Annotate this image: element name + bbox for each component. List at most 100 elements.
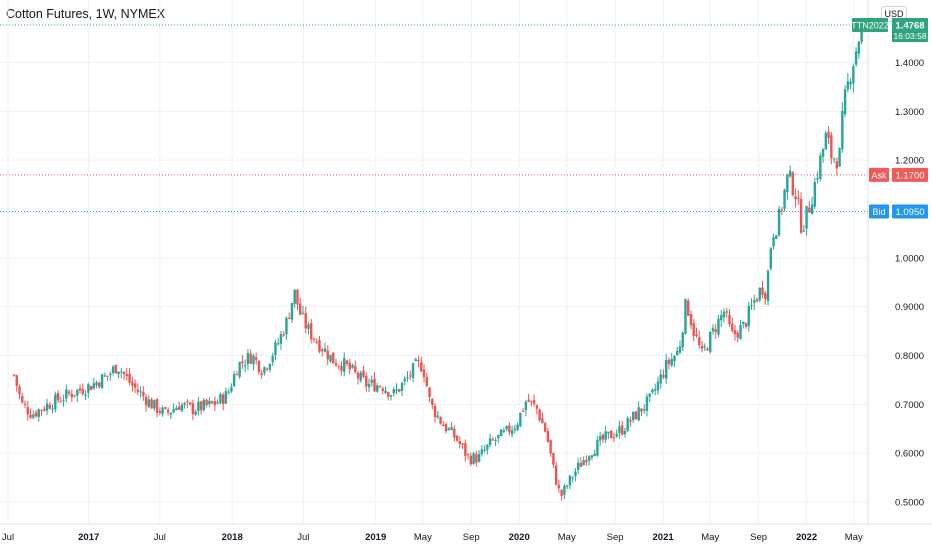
candle-body bbox=[136, 389, 140, 392]
candle-body bbox=[472, 453, 475, 464]
candle-body bbox=[249, 353, 252, 364]
time-tick-label: Sep bbox=[750, 532, 767, 543]
candle-body bbox=[527, 399, 530, 402]
candle-body bbox=[794, 196, 797, 200]
price-tick-label: 1.2000 bbox=[895, 156, 924, 167]
price-tick-label: 1.4000 bbox=[895, 58, 924, 69]
candle-body bbox=[700, 345, 704, 349]
candle-body bbox=[166, 409, 170, 413]
candle-body bbox=[634, 411, 638, 420]
candle-body bbox=[144, 396, 148, 406]
candle-body bbox=[461, 443, 464, 445]
candle-body bbox=[604, 431, 607, 440]
candle-body bbox=[637, 407, 640, 421]
candle-body bbox=[832, 158, 836, 160]
candle-body bbox=[764, 293, 767, 300]
candle-body bbox=[199, 401, 203, 411]
candle-body bbox=[263, 367, 266, 374]
candle-body bbox=[378, 386, 382, 388]
candle-body bbox=[191, 403, 195, 415]
candle-body bbox=[563, 485, 566, 495]
candle-body bbox=[720, 315, 723, 321]
candle-body bbox=[717, 318, 720, 335]
candle-body bbox=[843, 89, 847, 115]
candle-body bbox=[54, 394, 57, 410]
candle-body bbox=[841, 110, 844, 150]
candle-body bbox=[582, 460, 585, 466]
price-axis[interactable]: 1.40001.30001.20001.10001.00000.90000.80… bbox=[895, 58, 924, 509]
candle-body bbox=[409, 375, 412, 377]
candle-body bbox=[431, 399, 434, 406]
candle-body bbox=[854, 51, 858, 65]
candle-body bbox=[772, 237, 775, 247]
candle-body bbox=[98, 382, 101, 387]
candle-body bbox=[62, 400, 65, 402]
candle-body bbox=[725, 311, 728, 313]
candle-body bbox=[433, 405, 437, 418]
candle-body bbox=[221, 394, 225, 405]
candle-body bbox=[488, 438, 492, 446]
candle-body bbox=[549, 440, 552, 454]
candle-body bbox=[709, 331, 712, 353]
candle-body bbox=[122, 371, 126, 375]
candle-body bbox=[392, 389, 395, 394]
time-tick-label: Sep bbox=[607, 532, 624, 543]
candle-body bbox=[243, 365, 247, 367]
time-tick-label: Jul bbox=[297, 532, 309, 543]
candle-body bbox=[502, 430, 506, 432]
candle-body bbox=[483, 449, 486, 451]
bid-price-value: 1.0950 bbox=[895, 207, 924, 218]
candle-body bbox=[645, 396, 649, 411]
candle-body bbox=[213, 401, 217, 406]
candle-body bbox=[296, 289, 299, 305]
candle-body bbox=[579, 462, 583, 467]
candle-body bbox=[164, 407, 167, 409]
candle-body bbox=[18, 386, 21, 395]
candle-body bbox=[219, 394, 222, 403]
candle-body bbox=[235, 374, 239, 376]
candle-body bbox=[51, 408, 54, 410]
candle-body bbox=[530, 400, 533, 402]
candle-body bbox=[45, 403, 49, 411]
chart-title: Cotton Futures, 1W, NYMEX bbox=[6, 7, 166, 21]
candle-body bbox=[747, 306, 750, 327]
candle-body bbox=[505, 425, 508, 430]
candle-body bbox=[216, 402, 219, 404]
candle-body bbox=[202, 400, 206, 410]
candle-body bbox=[15, 375, 18, 387]
ask-price-value: 1.1700 bbox=[895, 170, 924, 181]
candle-body bbox=[689, 314, 693, 326]
price-tick-label: 0.6000 bbox=[895, 449, 924, 460]
candle-body bbox=[659, 374, 662, 384]
candle-body bbox=[29, 414, 32, 418]
candle-body bbox=[161, 407, 164, 415]
candle-body bbox=[395, 389, 398, 391]
candle-body bbox=[230, 387, 233, 392]
time-tick-label: 2022 bbox=[796, 532, 817, 543]
candle-body bbox=[590, 455, 594, 458]
candle-body bbox=[343, 358, 346, 372]
price-tick-label: 0.8000 bbox=[895, 351, 924, 362]
candle-body bbox=[670, 359, 673, 366]
candle-body bbox=[777, 209, 781, 236]
candle-body bbox=[477, 454, 481, 462]
bid-tag-label: Bid bbox=[872, 207, 885, 217]
candle-body bbox=[315, 341, 318, 343]
bar-countdown: 16:03:58 bbox=[893, 31, 926, 41]
candle-body bbox=[37, 409, 40, 418]
candle-body bbox=[373, 378, 376, 392]
candle-body bbox=[662, 374, 665, 378]
candle-body bbox=[109, 373, 112, 375]
candle-body bbox=[728, 314, 731, 324]
candle-body bbox=[442, 424, 445, 427]
candle-body bbox=[351, 364, 354, 368]
candle-body bbox=[307, 324, 310, 329]
candle-body bbox=[87, 384, 90, 393]
candle-body bbox=[370, 379, 373, 383]
candle-body bbox=[587, 456, 591, 461]
candle-body bbox=[640, 408, 643, 412]
time-axis[interactable]: Jul 2017 Jul 2018 Jul 2019 May Sep 2020 May Sep 202… bbox=[2, 532, 863, 543]
candle-body bbox=[846, 81, 850, 90]
candle-body bbox=[279, 334, 283, 344]
